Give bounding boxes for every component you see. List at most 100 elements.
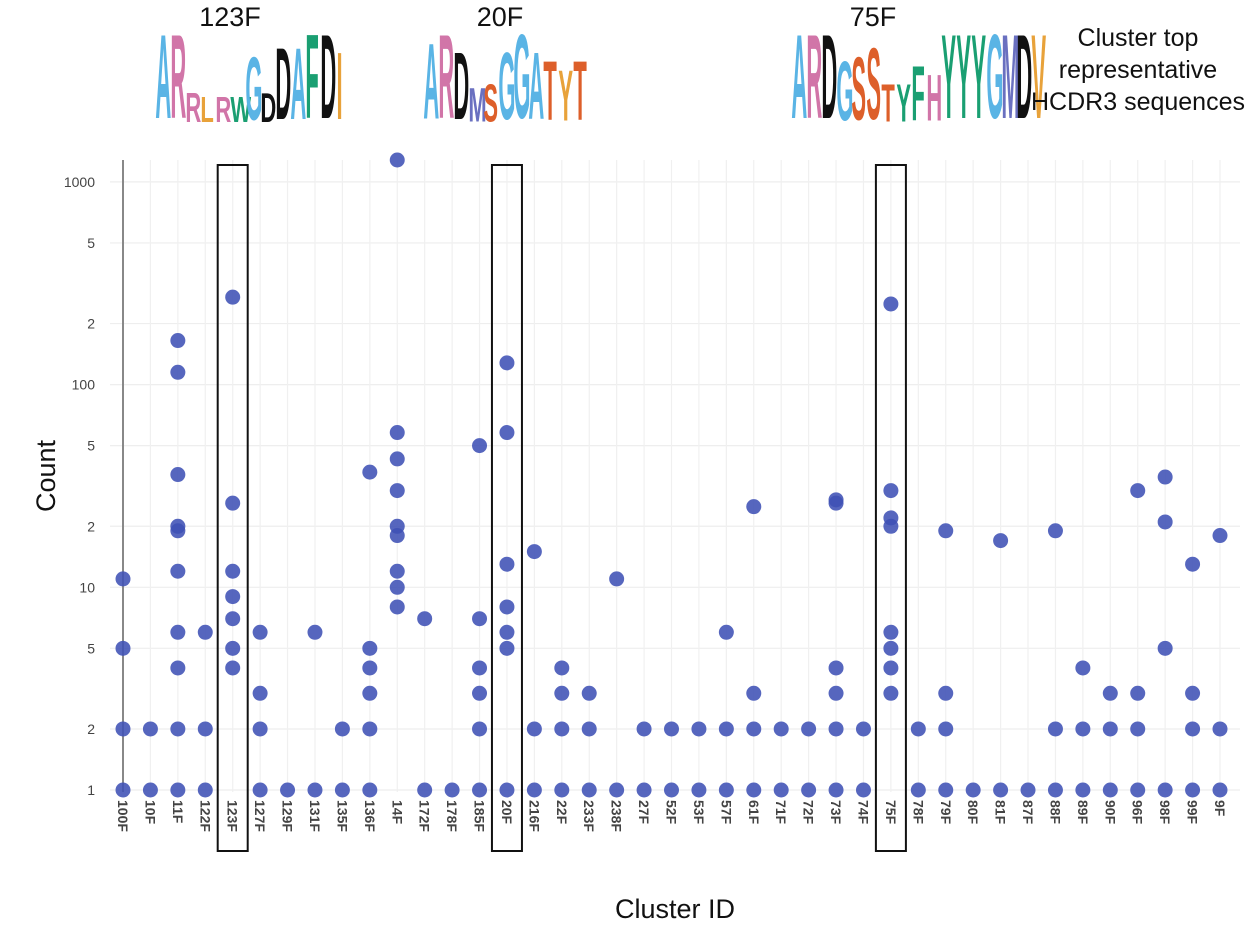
y-tick-label: 2 [87, 721, 95, 737]
data-point [581, 685, 597, 701]
x-tick-label: 172F [417, 800, 433, 832]
data-point [746, 685, 762, 701]
data-point [773, 782, 789, 798]
data-point [115, 782, 131, 798]
data-point [910, 721, 926, 737]
data-point [225, 589, 241, 605]
data-point [225, 611, 241, 627]
data-point [472, 438, 488, 454]
data-point [389, 483, 405, 499]
data-point [389, 451, 405, 467]
x-tick-label: 90F [1102, 800, 1118, 825]
x-tick-label: 98F [1157, 800, 1173, 825]
data-point [1075, 660, 1091, 676]
x-tick-label: 131F [307, 800, 323, 832]
x-tick-label: 136F [362, 800, 378, 832]
data-point [883, 510, 899, 526]
data-point [828, 782, 844, 798]
x-tick-label: 99F [1185, 800, 1201, 825]
data-point [142, 721, 158, 737]
y-tick-label: 1000 [64, 174, 95, 190]
data-point [746, 782, 762, 798]
data-point [554, 721, 570, 737]
data-point [1157, 640, 1173, 656]
data-point [170, 333, 186, 349]
data-point [1047, 721, 1063, 737]
x-tick-label: 74F [855, 800, 871, 825]
x-tick-label: 75F [883, 800, 899, 825]
y-tick-label: 1 [87, 782, 95, 798]
x-tick-label: 185F [472, 800, 488, 832]
data-point [417, 782, 433, 798]
data-point [938, 782, 954, 798]
data-point [225, 640, 241, 656]
x-tick-label: 81F [993, 800, 1009, 825]
x-tick-label: 122F [197, 800, 213, 832]
y-tick-label: 10 [79, 579, 95, 595]
logo-title-123f: 123F [199, 2, 261, 32]
x-tick-label: 71F [773, 800, 789, 825]
data-point [472, 611, 488, 627]
data-point [252, 721, 268, 737]
data-point [389, 599, 405, 615]
x-tick-label: 233F [581, 800, 597, 832]
data-point [170, 518, 186, 534]
data-point [910, 782, 926, 798]
x-tick-label: 88F [1047, 800, 1063, 825]
y-tick-label: 2 [87, 518, 95, 534]
data-point [499, 355, 515, 371]
data-point [1047, 782, 1063, 798]
data-point [1212, 721, 1228, 737]
data-point [526, 544, 542, 560]
data-point [554, 782, 570, 798]
y-axis-title: Count [31, 439, 61, 512]
data-point [664, 782, 679, 798]
data-point [389, 579, 405, 595]
x-tick-label: 27F [636, 800, 652, 825]
data-point [1185, 556, 1201, 572]
data-point [225, 289, 241, 305]
x-tick-label: 9F [1212, 800, 1228, 817]
data-point [1185, 685, 1201, 701]
data-point [1102, 721, 1118, 737]
x-tick-label: 79F [938, 800, 954, 825]
highlight-box-75f [874, 164, 907, 852]
data-point [938, 685, 954, 701]
x-tick-label: 87F [1020, 800, 1036, 825]
annotation-line: Cluster top [1077, 24, 1199, 52]
data-point [362, 640, 378, 656]
data-point [170, 624, 186, 640]
data-point [1212, 782, 1228, 798]
x-tick-label: 238F [609, 800, 625, 832]
data-point [252, 685, 268, 701]
data-point [828, 660, 844, 676]
logo-title-75f: 75F [849, 2, 897, 32]
data-point [993, 533, 1009, 549]
data-point [691, 721, 707, 737]
data-point [499, 624, 515, 640]
data-point [965, 782, 981, 798]
data-point [828, 685, 844, 701]
data-point [1020, 782, 1036, 798]
data-point [746, 499, 762, 515]
data-point [526, 782, 542, 798]
data-point [499, 599, 515, 615]
x-tick-label: 96F [1130, 800, 1146, 825]
data-point [170, 364, 186, 380]
logo-title-20f: 20F [476, 2, 524, 32]
x-tick-label: 135F [334, 800, 350, 832]
x-tick-label: 53F [691, 800, 707, 825]
data-point [362, 464, 378, 480]
data-point [938, 721, 954, 737]
x-tick-label: 123F [225, 800, 241, 832]
data-point [883, 624, 899, 640]
data-point [170, 660, 186, 676]
x-tick-label: 129F [280, 800, 296, 832]
logo-annotation: Cluster top representative HCDR3 sequenc… [1020, 22, 1256, 118]
data-point [581, 782, 597, 798]
highlight-box-123f [216, 164, 249, 852]
data-point [746, 721, 762, 737]
data-point [334, 782, 350, 798]
